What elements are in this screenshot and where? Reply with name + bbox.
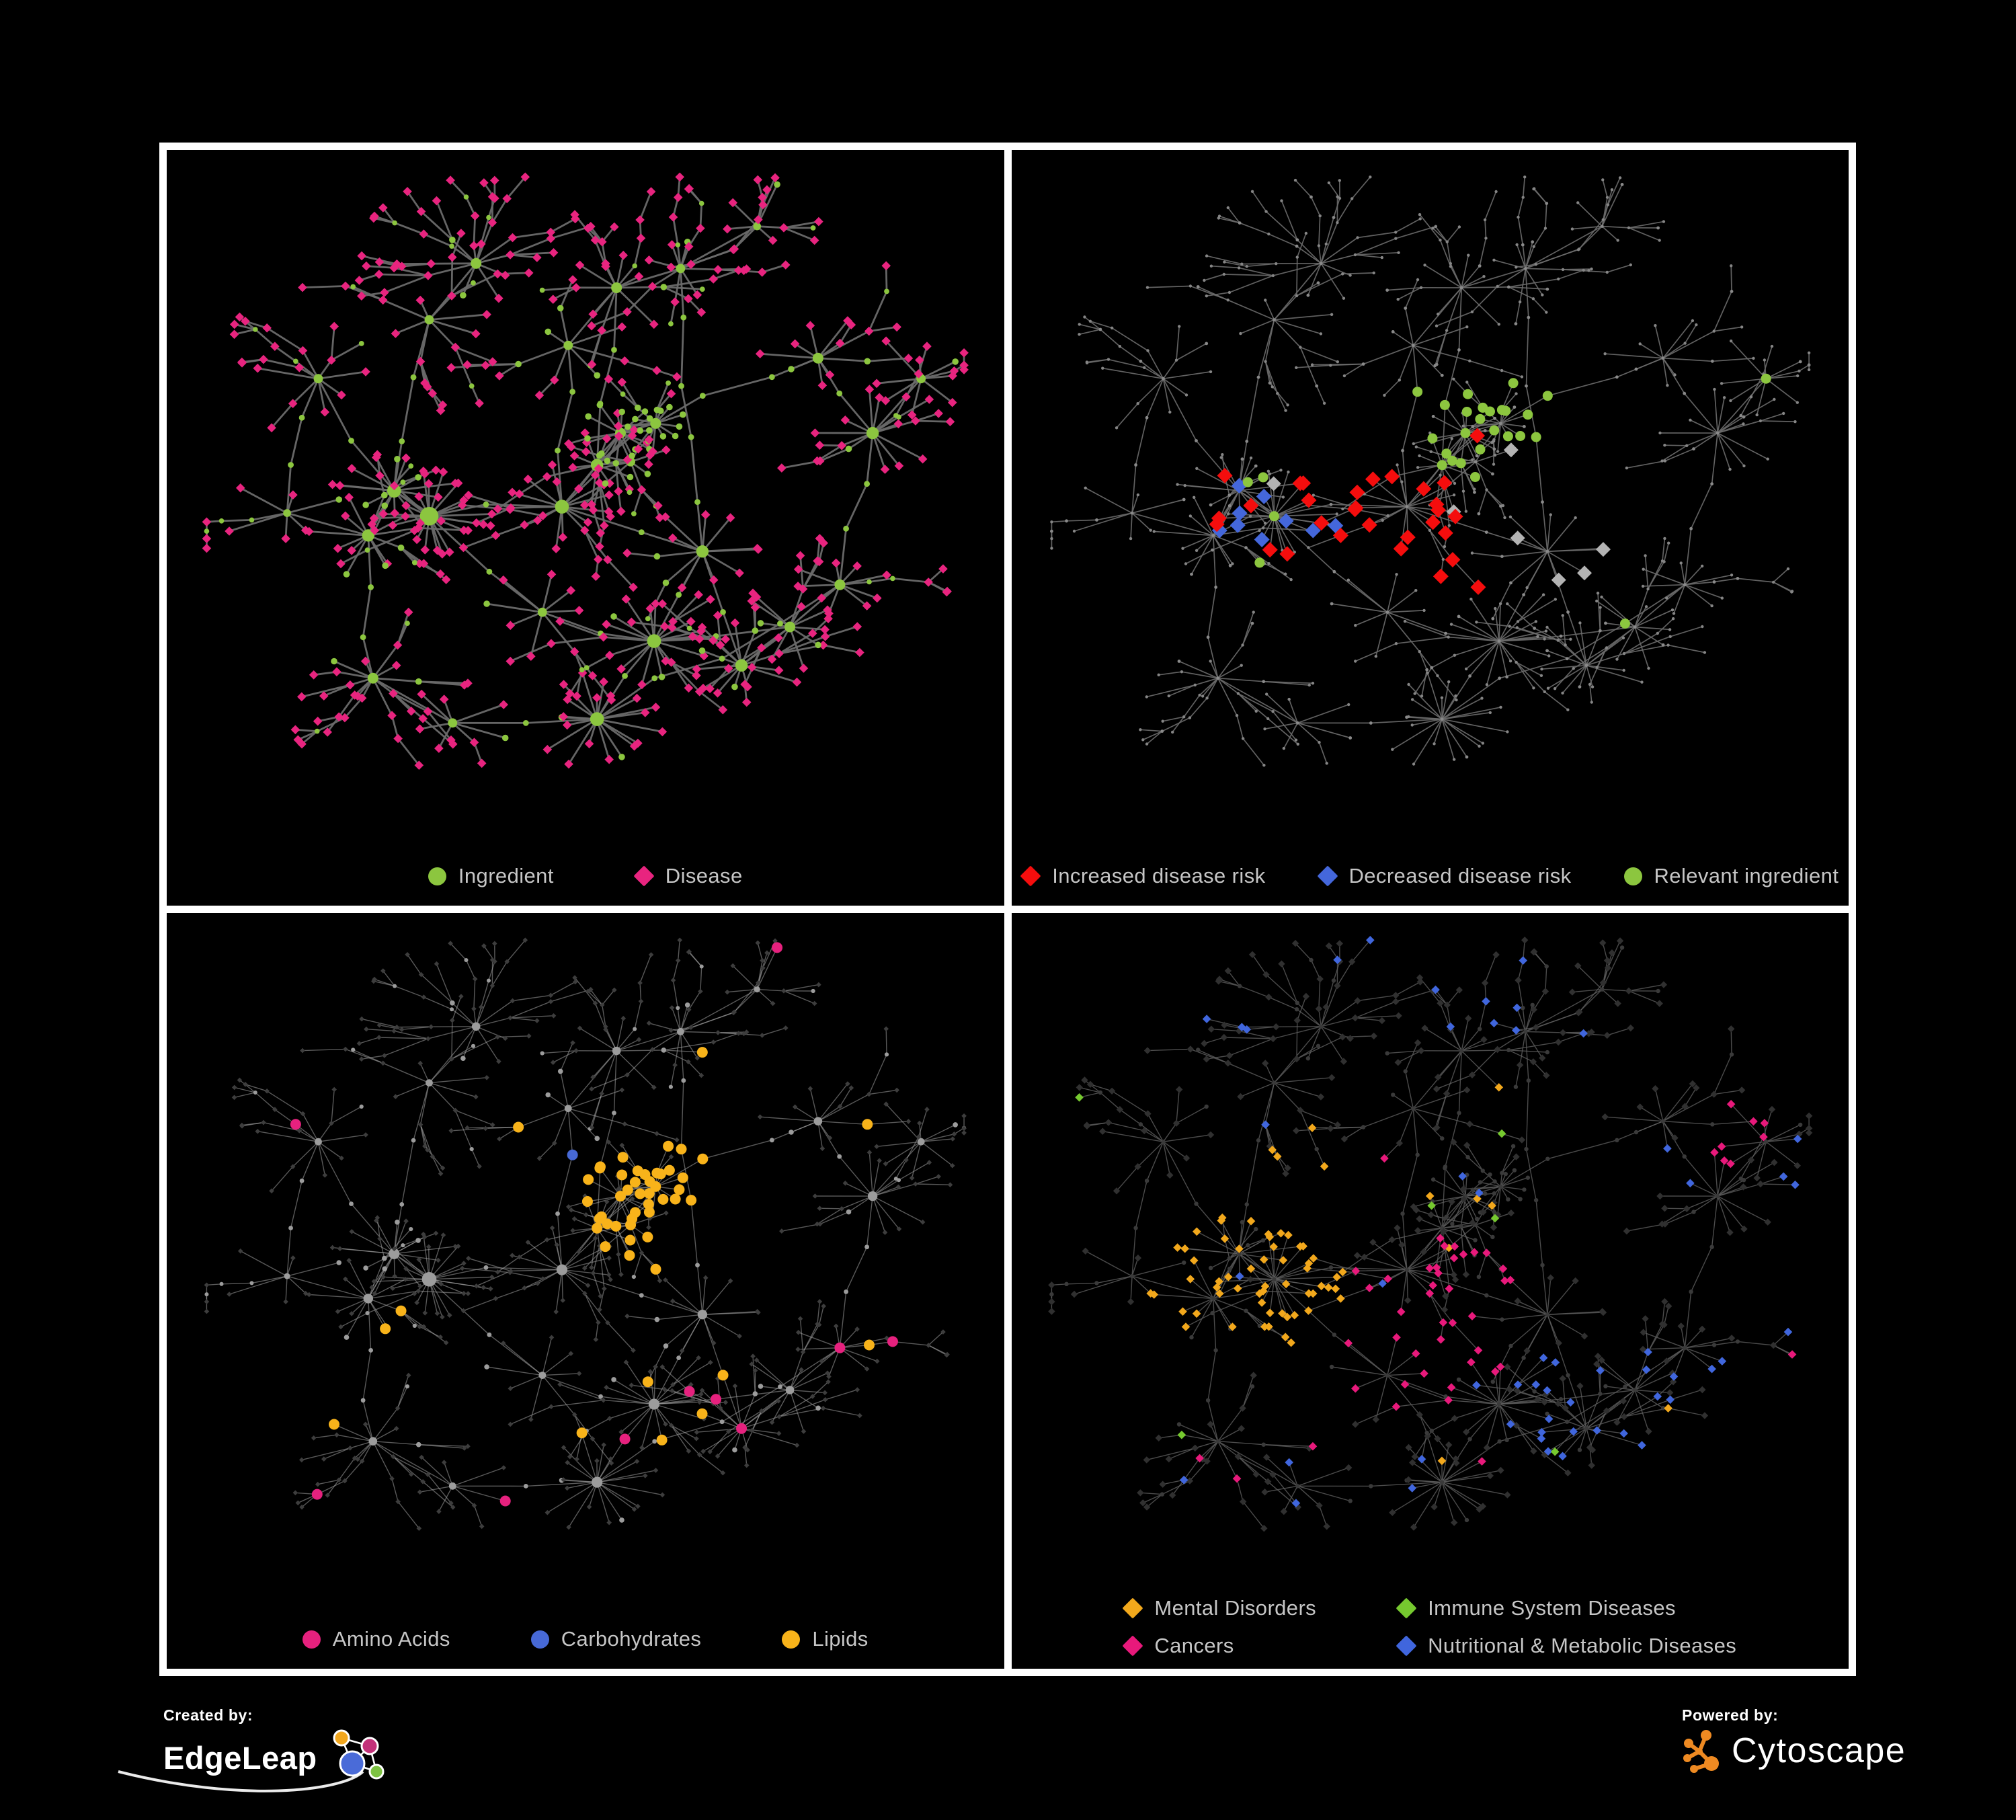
- legend-label-lipids: Lipids: [812, 1627, 869, 1651]
- disease-category-legend: Mental Disorders Immune System Diseases …: [1012, 1596, 1849, 1658]
- legend-label-carbohydrates: Carbohydrates: [561, 1627, 702, 1651]
- carbohydrates-swatch: [530, 1630, 549, 1649]
- created-by-credit: Created by: EdgeLeap: [118, 1706, 389, 1792]
- lipids-swatch: [782, 1630, 801, 1649]
- cytoscape-brand-text: Cytoscape: [1732, 1731, 1906, 1770]
- panel-nutrient-class-network: Amino Acids Carbohydrates Lipids: [167, 913, 1004, 1669]
- panel-disease-risk-network: Increased disease risk Decreased disease…: [1011, 150, 1849, 906]
- increased-risk-swatch: [1020, 865, 1041, 887]
- nutritional-metabolic-swatch: [1396, 1635, 1417, 1657]
- powered-by-credit: Powered by: Cytosc: [1682, 1706, 1906, 1773]
- disease-risk-legend: Increased disease risk Decreased disease…: [1012, 864, 1849, 888]
- ingredient-disease-legend: Ingredient Disease: [167, 864, 1004, 888]
- edgeleap-green-node: [368, 1764, 385, 1780]
- edgeleap-magenta-node: [360, 1737, 379, 1755]
- legend-item-decreased-risk: Decreased disease risk: [1316, 864, 1572, 888]
- mental-disorders-swatch: [1122, 1597, 1143, 1619]
- edgeleap-blue-node: [339, 1750, 366, 1777]
- legend-label-ingredient: Ingredient: [458, 864, 554, 887]
- legend-label-increased-risk: Increased disease risk: [1052, 864, 1266, 887]
- legend-label-mental-disorders: Mental Disorders: [1154, 1596, 1317, 1620]
- legend-item-ingredient: Ingredient: [428, 864, 554, 888]
- figure-frame: Ingredient Disease Increased disease ris…: [159, 143, 1856, 1676]
- legend-label-cancers: Cancers: [1154, 1634, 1234, 1657]
- disease-category-network-graph: [1047, 936, 1812, 1532]
- cancers-swatch: [1122, 1635, 1143, 1657]
- legend-label-decreased-risk: Decreased disease risk: [1348, 864, 1572, 887]
- amino-acids-swatch: [302, 1630, 321, 1649]
- legend-item-relevant-ingredient: Relevant ingredient: [1623, 864, 1839, 888]
- legend-label-amino-acids: Amino Acids: [332, 1627, 450, 1651]
- legend-item-cancers: Cancers: [1122, 1634, 1316, 1658]
- legend-item-mental-disorders: Mental Disorders: [1122, 1596, 1317, 1620]
- cytoscape-logo-icon: [1683, 1730, 1719, 1773]
- edgeleap-brand-text: EdgeLeap: [163, 1739, 317, 1776]
- legend-label-nutritional-metabolic: Nutritional & Metabolic Diseases: [1428, 1634, 1737, 1657]
- powered-by-label: Powered by:: [1682, 1706, 1779, 1724]
- legend-item-carbohydrates: Carbohydrates: [530, 1627, 702, 1651]
- nutrient-class-network-graph: [204, 937, 967, 1531]
- ingredient-disease-network-graph: [202, 172, 969, 770]
- disease-risk-network-graph: [1049, 175, 1810, 767]
- legend-item-disease: Disease: [633, 864, 743, 888]
- created-by-label: Created by:: [163, 1706, 253, 1724]
- edgeleap-logo: [118, 1729, 385, 1792]
- legend-label-immune-diseases: Immune System Diseases: [1428, 1596, 1676, 1620]
- legend-label-relevant-ingredient: Relevant ingredient: [1654, 864, 1839, 887]
- legend-item-amino-acids: Amino Acids: [302, 1627, 450, 1651]
- panel-ingredient-disease-network: Ingredient Disease: [167, 150, 1004, 906]
- legend-item-lipids: Lipids: [782, 1627, 868, 1651]
- nutrient-class-legend: Amino Acids Carbohydrates Lipids: [167, 1627, 1004, 1651]
- panel-disease-category-network: Mental Disorders Immune System Diseases …: [1011, 913, 1849, 1669]
- legend-item-increased-risk: Increased disease risk: [1020, 864, 1266, 888]
- relevant-ingredient-swatch: [1623, 867, 1642, 885]
- decreased-risk-swatch: [1316, 865, 1338, 887]
- ingredient-swatch: [428, 867, 446, 885]
- disease-swatch: [633, 865, 655, 887]
- legend-item-immune-diseases: Immune System Diseases: [1396, 1596, 1736, 1620]
- legend-label-disease: Disease: [665, 864, 743, 887]
- immune-diseases-swatch: [1396, 1597, 1417, 1619]
- legend-item-nutritional-metabolic: Nutritional & Metabolic Diseases: [1396, 1634, 1737, 1658]
- edgeleap-orange-node: [333, 1729, 350, 1747]
